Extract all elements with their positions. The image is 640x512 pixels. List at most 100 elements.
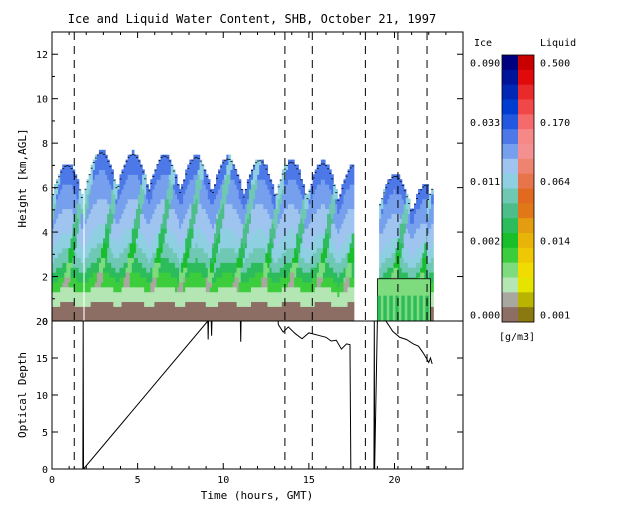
heatmap-cell [58, 184, 61, 190]
heatmap-cell [135, 247, 139, 254]
heatmap-cell [100, 184, 104, 190]
heatmap-cell [179, 262, 182, 268]
heatmap-cell [349, 188, 353, 195]
heatmap-cell [123, 311, 127, 317]
heatmap-cell [349, 164, 353, 170]
heatmap-cell [209, 301, 213, 307]
heatmap-cell [349, 272, 353, 278]
heatmap-cell [195, 188, 199, 195]
heatmap-cell [240, 193, 244, 200]
heatmap-cell [234, 218, 238, 224]
heatmap-cell [179, 242, 182, 249]
heatmap-cell [205, 232, 209, 239]
heatmap-cell [144, 174, 147, 180]
heatmap-cell [113, 218, 116, 224]
heatmap-cell [121, 218, 125, 224]
heatmap-cell [224, 306, 227, 312]
heatmap-cell [296, 252, 299, 259]
heatmap-cell [52, 301, 55, 307]
heatmap-cell [290, 242, 293, 249]
heatmap-cell [154, 281, 158, 288]
heatmap-cell [232, 242, 236, 249]
heatmap-cell [320, 203, 324, 210]
heatmap-cell [68, 291, 72, 298]
heatmap-cell [170, 296, 174, 303]
heatmap-cell [135, 276, 139, 283]
heatmap-cell [193, 203, 197, 210]
heatmap-cell [339, 213, 343, 219]
heatmap-cell [193, 276, 197, 283]
heatmap-cell [399, 272, 403, 278]
heatmap-cell [62, 223, 65, 229]
heatmap-cell [232, 306, 236, 312]
heatmap-cell [312, 242, 316, 249]
heatmap-cell [158, 301, 162, 307]
heatmap-cell [62, 164, 65, 170]
heatmap-cell [300, 257, 303, 263]
heatmap-cell [148, 252, 151, 259]
heatmap-cell [94, 311, 98, 317]
heatmap-cell [387, 193, 390, 200]
heatmap-cell [347, 184, 351, 190]
heatmap-cell [74, 247, 78, 254]
heatmap-cell [131, 286, 135, 293]
heatmap-cell [320, 272, 324, 278]
heatmap-cell [156, 291, 160, 298]
heatmap-cell [331, 223, 334, 229]
heatmap-cell [187, 203, 190, 210]
heatmap-cell [259, 276, 262, 283]
heatmap-cell [187, 252, 190, 259]
heatmap-cell [127, 311, 131, 317]
heatmap-cell [327, 203, 330, 210]
heatmap-cell [156, 267, 160, 273]
heatmap-cell [154, 247, 158, 254]
heatmap-cell [96, 242, 100, 249]
heatmap-cell [302, 203, 306, 210]
heatmap-cell [199, 247, 203, 254]
heatmap-cell [351, 213, 355, 219]
heatmap-cell [70, 301, 74, 307]
heatmap-cell [226, 252, 229, 259]
heatmap-cell [320, 193, 324, 200]
heatmap-cell [281, 218, 285, 224]
heatmap-cell [401, 237, 405, 244]
heatmap-cell [273, 272, 277, 278]
heatmap-cell [279, 213, 283, 219]
heatmap-cell [322, 257, 326, 263]
heatmap-cell [137, 272, 141, 278]
heatmap-cell [127, 306, 131, 312]
heatmap-cell [207, 296, 211, 303]
heatmap-cell [160, 247, 164, 254]
heatmap-cell [135, 286, 139, 293]
heatmap-cell [349, 296, 353, 303]
heatmap-cell [187, 291, 190, 298]
heatmap-cell [395, 208, 399, 214]
heatmap-cell [302, 296, 306, 303]
heatmap-cell [113, 267, 116, 273]
heatmap-cell [281, 262, 285, 268]
heatmap-cell [84, 223, 88, 229]
heatmap-cell [273, 276, 277, 283]
heatmap-cell [211, 316, 215, 321]
heatmap-cell [76, 257, 80, 263]
heatmap-cell [240, 188, 244, 195]
heatmap-cell [393, 208, 397, 214]
heatmap-cell [267, 174, 271, 180]
heatmap-cell [152, 257, 156, 263]
heatmap-cell [111, 223, 114, 229]
heatmap-cell [123, 281, 127, 288]
heatmap-cell [183, 311, 186, 317]
heatmap-cell [113, 257, 116, 263]
heatmap-cell [347, 267, 351, 273]
heatmap-cell [90, 232, 94, 239]
heatmap-cell [68, 262, 72, 268]
heatmap-cell [387, 179, 390, 185]
heatmap-cell [211, 232, 215, 239]
heatmap-cell [300, 213, 303, 219]
heatmap-cell [78, 257, 82, 263]
heatmap-cell [94, 281, 98, 288]
heatmap-cell [64, 291, 67, 298]
heatmap-cell [226, 179, 229, 185]
heatmap-cell [100, 296, 104, 303]
heatmap-cell [281, 169, 285, 175]
